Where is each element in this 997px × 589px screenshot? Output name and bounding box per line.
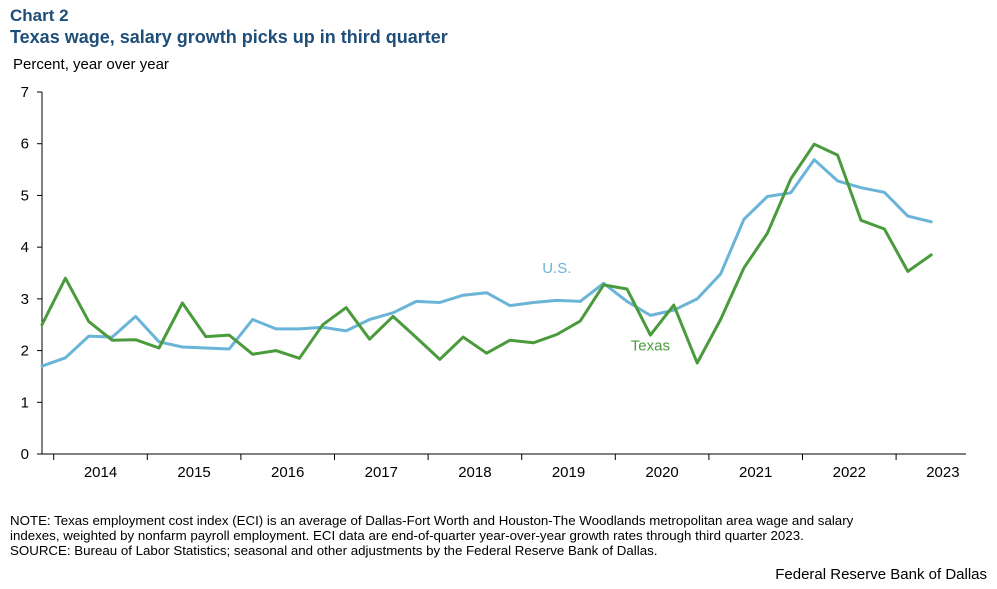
y-tick-label: 6 xyxy=(21,136,29,153)
series-label-texas: Texas xyxy=(631,338,670,355)
y-tick-label: 0 xyxy=(21,446,29,463)
x-tick-label: 2016 xyxy=(271,464,304,481)
x-axis: 2014 2015 2016 2017 2018 2019 2020 2021 2022 2023 xyxy=(42,453,966,481)
y-tick-label: 7 xyxy=(21,84,29,101)
y-axis: 0 1 2 3 4 5 6 7 xyxy=(21,84,43,463)
y-tick-label: 4 xyxy=(21,239,29,256)
source-line: SOURCE: Bureau of Labor Statistics; seas… xyxy=(10,543,658,558)
chart-number: Chart 2 xyxy=(10,6,69,25)
x-tick-label: 2018 xyxy=(458,464,491,481)
series-line-texas xyxy=(40,142,933,365)
x-tick-label: 2014 xyxy=(84,464,117,481)
series-label-us: U.S. xyxy=(542,260,571,277)
y-tick-label: 5 xyxy=(21,187,29,204)
series-line-us xyxy=(40,158,933,368)
note-line-1: NOTE: Texas employment cost index (ECI) … xyxy=(10,513,854,528)
annotation-layer: U.S. Texas xyxy=(542,260,670,355)
y-tick-label: 3 xyxy=(21,291,29,308)
x-tick-label: 2019 xyxy=(552,464,585,481)
x-tick-label: 2023 xyxy=(926,464,959,481)
x-tick-label: 2022 xyxy=(833,464,866,481)
y-tick-label: 1 xyxy=(21,394,29,411)
x-tick-label: 2017 xyxy=(365,464,398,481)
chart-title: Texas wage, salary growth picks up in th… xyxy=(10,27,448,47)
series-layer xyxy=(40,142,933,368)
line-chart: 0 1 2 3 4 5 6 7 2014 2015 2016 2017 2018 2019 2020 202… xyxy=(21,84,966,481)
y-axis-unit-label: Percent, year over year xyxy=(13,56,169,73)
y-tick-label: 2 xyxy=(21,343,29,360)
note-line-2: indexes, weighted by nonfarm payroll emp… xyxy=(10,528,804,543)
credit-line: Federal Reserve Bank of Dallas xyxy=(775,566,987,583)
x-tick-label: 2015 xyxy=(177,464,210,481)
chart-note: NOTE: Texas employment cost index (ECI) … xyxy=(10,513,990,558)
x-tick-label: 2020 xyxy=(645,464,678,481)
x-tick-label: 2021 xyxy=(739,464,772,481)
